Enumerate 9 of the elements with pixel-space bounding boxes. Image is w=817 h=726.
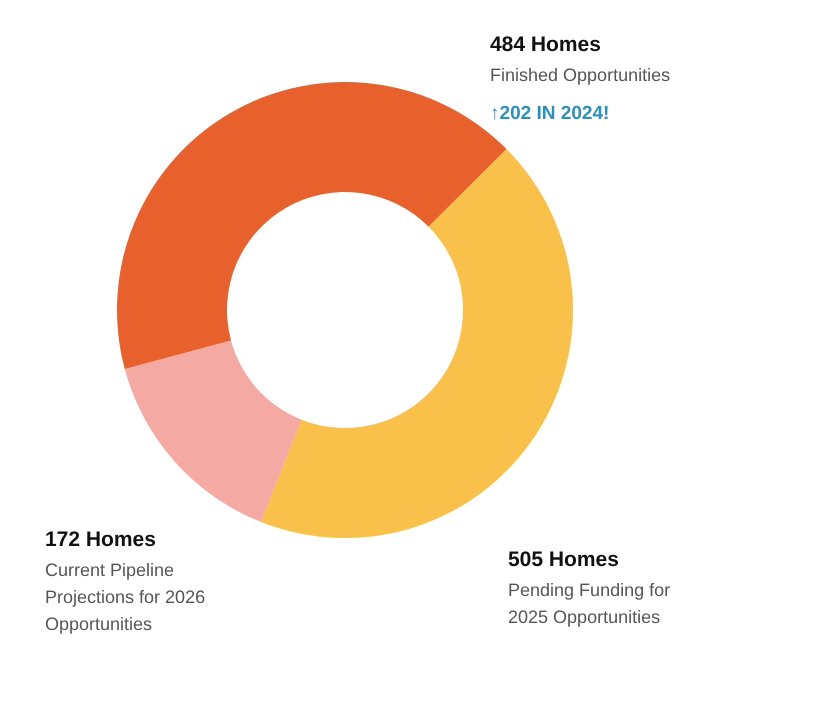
slice-label: Pending Funding for 2025 Opportunities xyxy=(508,580,670,627)
slice-label: Finished Opportunities xyxy=(490,65,670,85)
donut-slice xyxy=(260,149,573,538)
text: ↑202 IN 2024! xyxy=(490,103,610,124)
data-label: 172 Homes xyxy=(45,528,156,551)
data-label: 484 Homes xyxy=(490,33,601,56)
donut-slice xyxy=(124,340,302,522)
data-label: 505 Homes xyxy=(508,548,619,571)
slice-label: Current Pipeline Projections for 2026 Opportunities xyxy=(45,560,206,634)
